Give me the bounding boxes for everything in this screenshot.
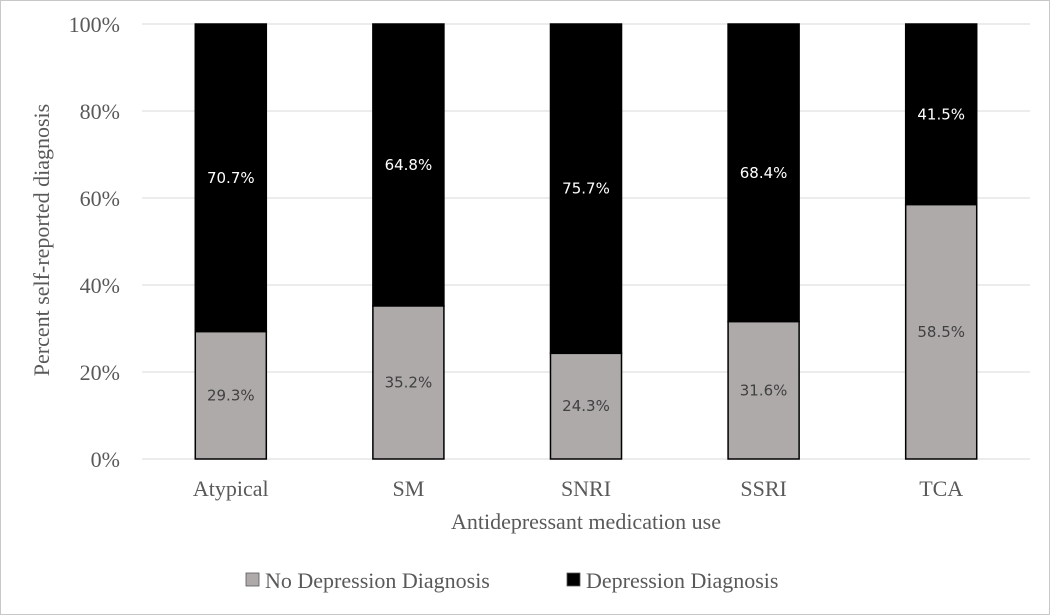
- x-category-label: SM: [393, 476, 425, 501]
- y-tick-label: 40%: [80, 273, 120, 298]
- data-label: 64.8%: [385, 156, 433, 174]
- y-tick-label: 80%: [80, 99, 120, 124]
- bar-depression: [904, 23, 978, 206]
- x-axis-title: Antidepressant medication use: [451, 509, 721, 534]
- y-axis-ticks: 0% 20% 40% 60% 80% 100%: [69, 12, 120, 472]
- bar-no-depression: [549, 352, 623, 460]
- legend-label: Depression Diagnosis: [586, 568, 778, 593]
- data-label: 35.2%: [385, 373, 433, 391]
- bar-no-depression: [727, 320, 800, 460]
- data-label: 75.7%: [562, 180, 610, 198]
- y-tick-label: 20%: [80, 360, 120, 385]
- data-label: 68.4%: [740, 164, 788, 182]
- legend-swatch: [245, 572, 260, 587]
- data-label: 31.6%: [740, 381, 788, 399]
- bar-depression: [549, 23, 623, 355]
- y-tick-label: 60%: [80, 186, 120, 211]
- gridlines: [142, 23, 1030, 460]
- data-label: 24.3%: [562, 397, 610, 415]
- data-label: 58.5%: [917, 323, 965, 341]
- legend: No Depression Diagnosis Depression Diagno…: [245, 568, 778, 593]
- data-label: 29.3%: [207, 386, 255, 404]
- x-category-label: SNRI: [561, 476, 611, 501]
- legend-label: No Depression Diagnosis: [265, 568, 490, 593]
- y-tick-label: 0%: [91, 447, 120, 472]
- legend-swatch: [566, 572, 581, 587]
- x-axis-categories: Atypical SM SNRI SSRI TCA: [193, 476, 963, 501]
- x-category-label: TCA: [919, 476, 963, 501]
- bars: [194, 23, 978, 460]
- data-labels: 29.3% 70.7% 35.2% 64.8% 24.3% 75.7% 31.6% 68.4%…: [207, 105, 965, 415]
- y-axis-title: Percent self-reported diagnosis: [29, 104, 54, 376]
- data-label: 70.7%: [207, 169, 255, 187]
- bar-depression: [727, 23, 800, 323]
- bar-depression: [194, 23, 268, 333]
- y-tick-label: 100%: [69, 12, 120, 37]
- x-category-label: SSRI: [740, 476, 786, 501]
- data-label: 41.5%: [917, 105, 965, 123]
- x-category-label: Atypical: [193, 476, 269, 501]
- bar-no-depression: [372, 305, 445, 460]
- bar-depression: [372, 23, 445, 307]
